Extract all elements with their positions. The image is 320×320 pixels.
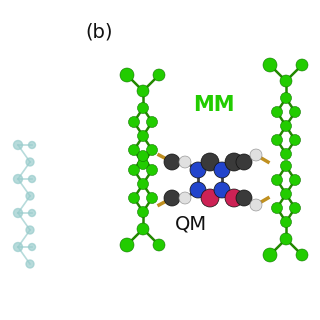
Circle shape (250, 199, 262, 211)
Circle shape (129, 164, 140, 175)
Circle shape (296, 249, 308, 261)
Circle shape (26, 226, 34, 234)
Circle shape (28, 141, 36, 148)
Circle shape (120, 238, 134, 252)
Circle shape (190, 162, 206, 178)
Circle shape (147, 193, 157, 204)
Text: QM: QM (175, 215, 207, 234)
Circle shape (13, 209, 22, 218)
Circle shape (137, 85, 149, 97)
Circle shape (225, 189, 243, 207)
Circle shape (236, 154, 252, 170)
Circle shape (280, 233, 292, 245)
Circle shape (129, 116, 140, 127)
Circle shape (190, 182, 206, 198)
Text: MM: MM (193, 95, 235, 115)
Circle shape (129, 193, 140, 204)
Circle shape (271, 134, 283, 146)
Text: (b): (b) (85, 22, 113, 41)
Circle shape (236, 190, 252, 206)
Circle shape (201, 153, 219, 171)
Circle shape (147, 145, 157, 156)
Circle shape (13, 243, 22, 252)
Circle shape (13, 174, 22, 183)
Circle shape (271, 107, 283, 117)
Circle shape (296, 59, 308, 71)
Circle shape (179, 156, 191, 168)
Circle shape (138, 179, 148, 189)
Circle shape (138, 102, 148, 114)
Circle shape (263, 58, 277, 72)
Circle shape (153, 69, 165, 81)
Circle shape (250, 149, 262, 161)
Circle shape (147, 164, 157, 175)
Circle shape (263, 248, 277, 262)
Circle shape (290, 134, 300, 146)
Circle shape (138, 150, 148, 162)
Circle shape (281, 148, 292, 159)
Circle shape (214, 182, 230, 198)
Circle shape (153, 239, 165, 251)
Circle shape (129, 145, 140, 156)
Circle shape (214, 162, 230, 178)
Circle shape (147, 116, 157, 127)
Circle shape (271, 203, 283, 213)
Circle shape (26, 260, 34, 268)
Circle shape (138, 206, 148, 218)
Circle shape (290, 107, 300, 117)
Circle shape (290, 203, 300, 213)
Circle shape (281, 92, 292, 103)
Circle shape (137, 223, 149, 235)
Circle shape (281, 188, 292, 199)
Circle shape (138, 158, 148, 170)
Circle shape (281, 161, 292, 172)
Circle shape (28, 175, 36, 182)
Circle shape (26, 158, 34, 166)
Circle shape (201, 189, 219, 207)
Circle shape (28, 210, 36, 217)
Circle shape (164, 154, 180, 170)
Circle shape (271, 174, 283, 186)
Circle shape (28, 244, 36, 251)
Circle shape (26, 192, 34, 200)
Circle shape (164, 190, 180, 206)
Circle shape (290, 174, 300, 186)
Circle shape (138, 131, 148, 141)
Circle shape (280, 75, 292, 87)
Circle shape (281, 217, 292, 228)
Circle shape (225, 153, 243, 171)
Circle shape (13, 140, 22, 149)
Circle shape (120, 68, 134, 82)
Circle shape (179, 192, 191, 204)
Circle shape (281, 121, 292, 132)
